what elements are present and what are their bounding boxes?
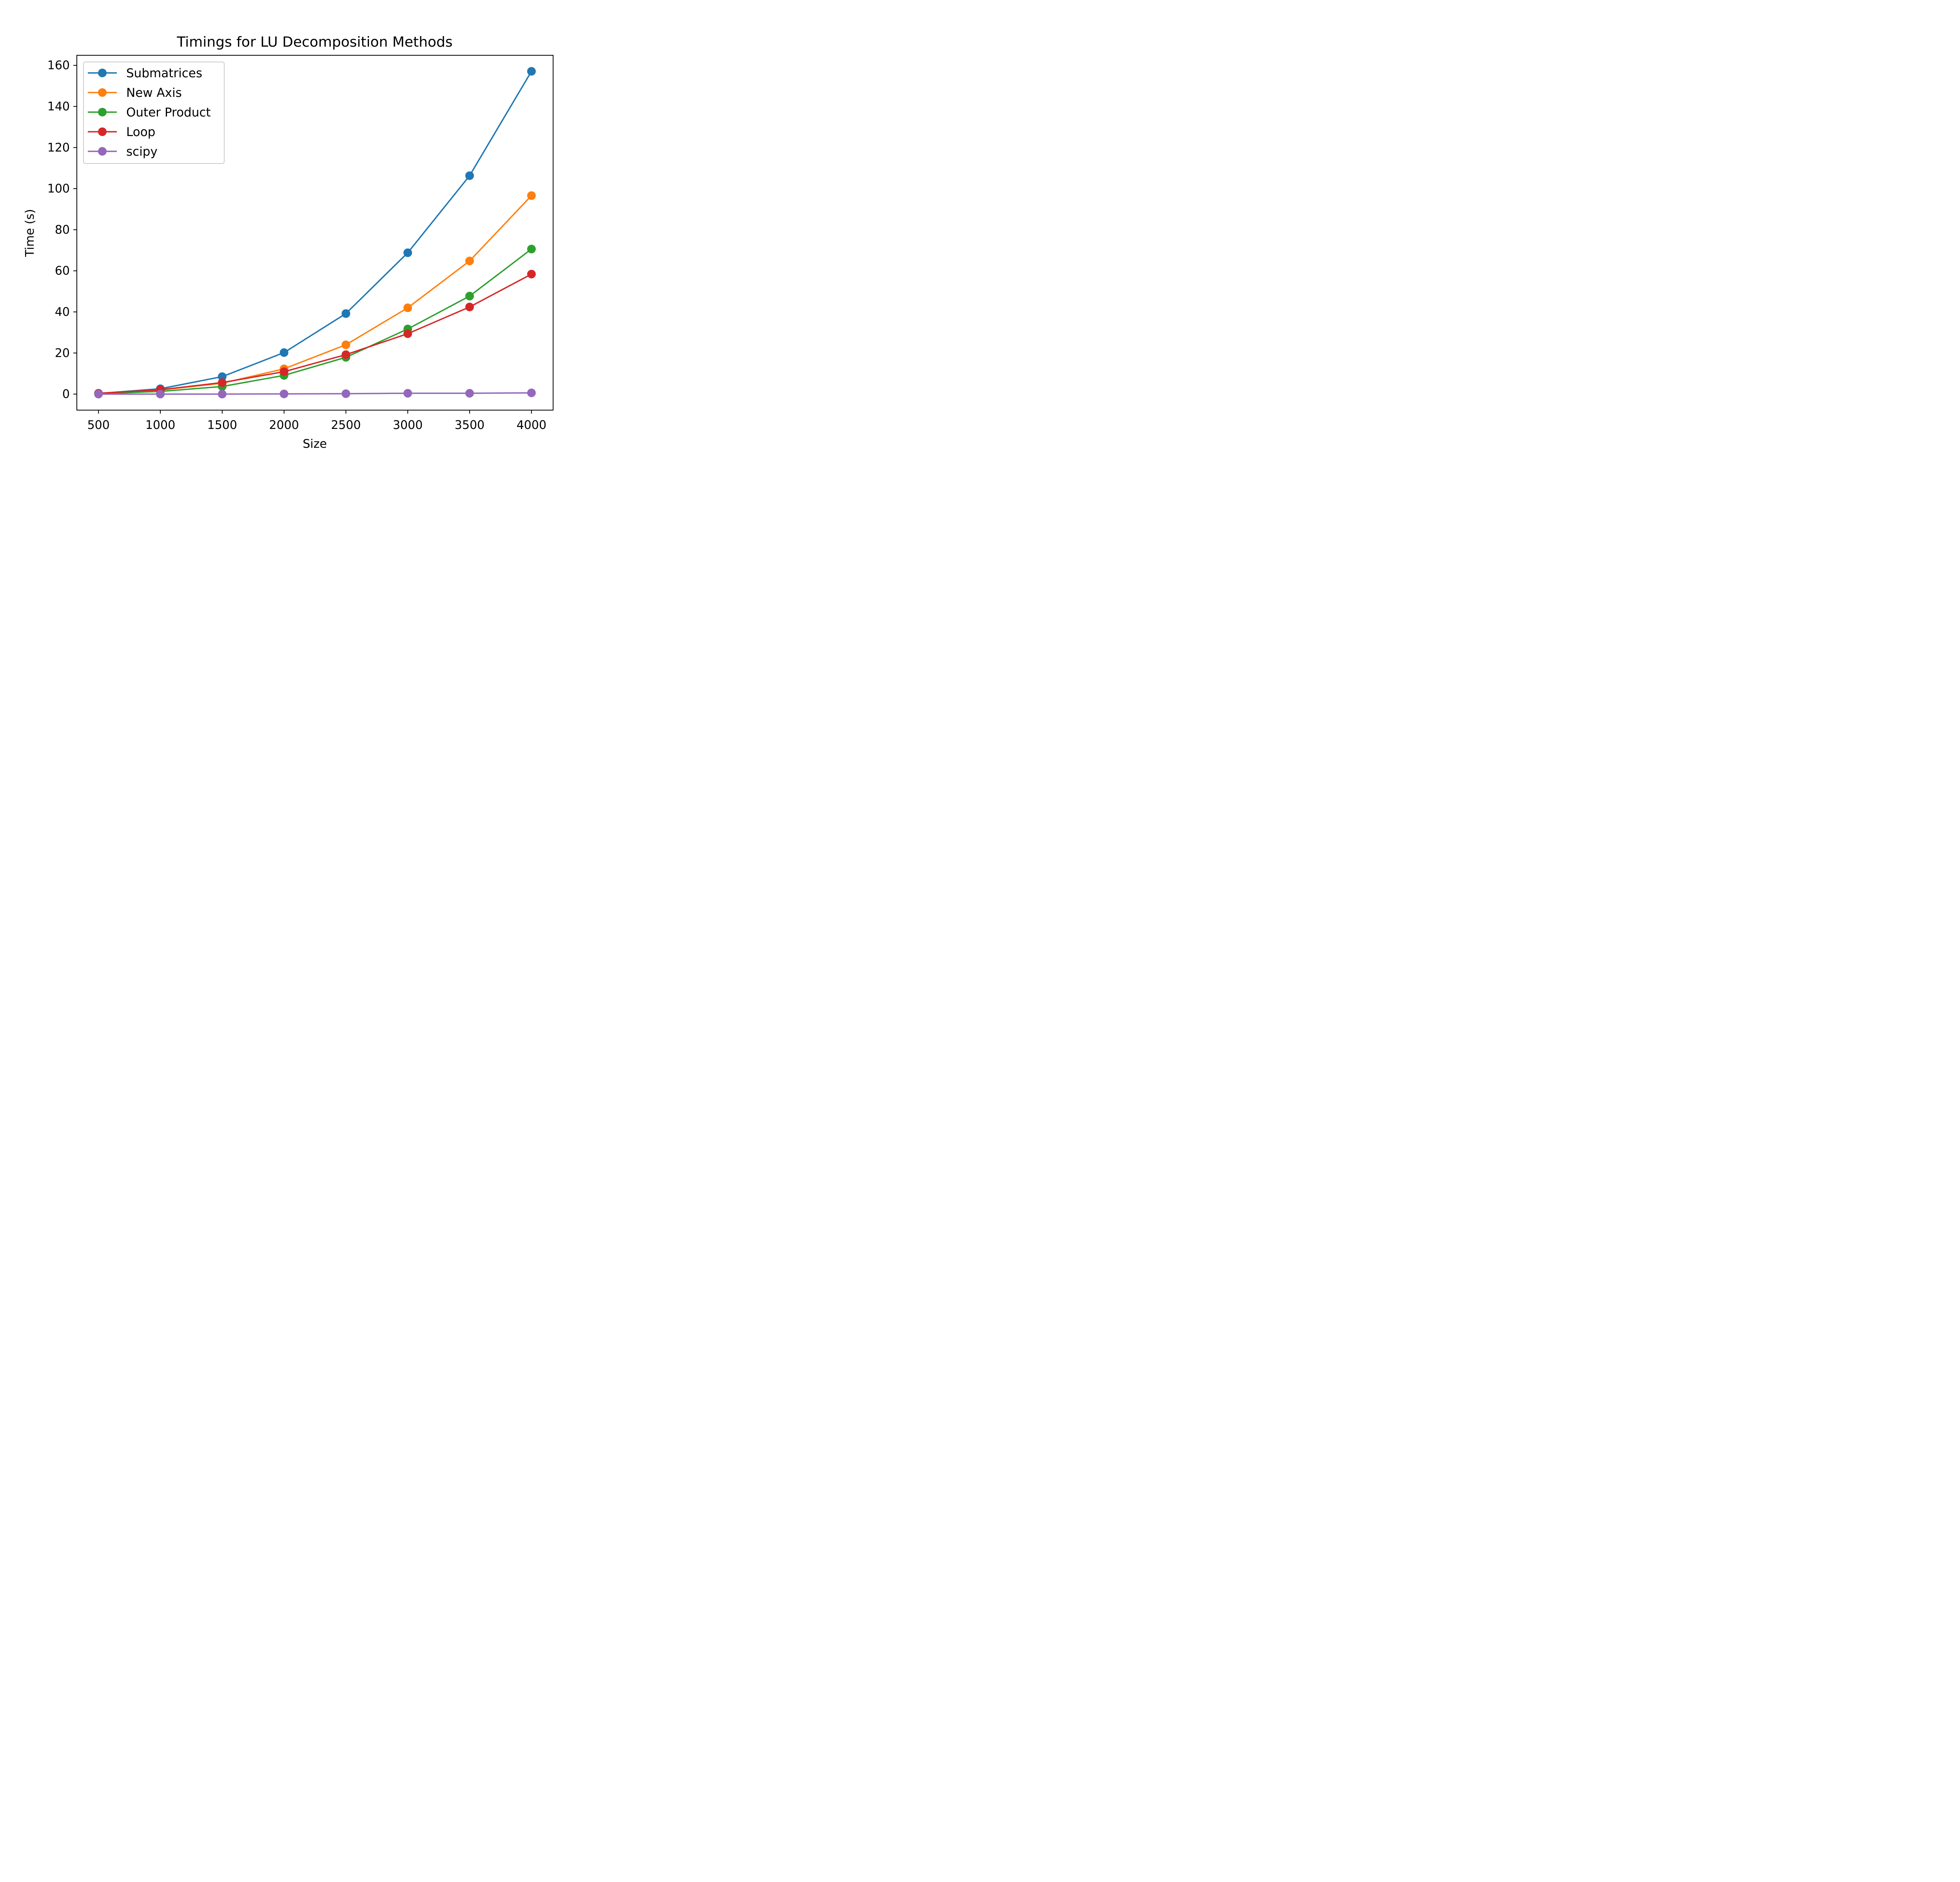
data-point-loop [341,350,350,359]
x-tick-label: 3000 [393,418,423,432]
line-chart-svg: Timings for LU Decomposition Methods 0 20… [0,0,606,454]
x-axis-label: Size [303,437,327,451]
y-tick-label: 20 [55,346,70,360]
data-point-submatrices [218,372,227,381]
series-line-loop [98,273,533,394]
x-tick-label: 2500 [331,418,361,432]
chart: Timings for LU Decomposition Methods 0 20… [0,0,606,454]
data-point-submatrices [403,248,412,257]
data-point-scipy [527,388,536,397]
data-point-submatrices [527,67,536,76]
legend-marker [98,69,107,77]
series-line-outer-product [98,248,533,394]
data-point-scipy [156,390,165,399]
data-point-scipy [218,390,227,399]
data-point-loop [465,302,474,311]
y-tick-label: 0 [62,387,70,401]
data-point-scipy [341,389,350,398]
y-tick-label: 60 [55,264,70,278]
chart-title: Timings for LU Decomposition Methods [176,34,452,50]
data-point-outer-product [527,245,536,254]
series-layer [94,67,536,399]
legend-label: Submatrices [126,66,202,80]
y-tick-label: 140 [47,100,70,113]
x-tick-label: 1500 [207,418,237,432]
data-point-loop [218,378,227,387]
data-point-scipy [403,389,412,398]
x-tick-label: 500 [87,418,110,432]
data-point-scipy [94,390,103,399]
legend-label: scipy [126,145,158,159]
x-tick-label: 1000 [145,418,175,432]
legend-label: Outer Product [126,105,211,120]
legend-item-loop: Loop [88,125,155,139]
legend-item-scipy: scipy [88,145,158,159]
y-axis-ticks: 0 20 40 60 80 100 120 140 160 [47,59,77,401]
data-point-outer-product [465,292,474,301]
legend-item-outer-product: Outer Product [88,105,211,120]
data-point-new-axis [465,256,474,265]
legend-label: Loop [126,125,155,139]
data-point-scipy [465,389,474,398]
legend-marker [98,127,107,136]
data-point-loop [527,270,536,279]
series-line-scipy [98,392,532,395]
data-point-submatrices [465,171,474,180]
data-point-submatrices [279,348,289,357]
legend-marker [98,147,107,156]
y-tick-label: 100 [47,182,70,196]
data-point-new-axis [527,191,536,200]
data-point-new-axis [403,303,412,312]
legend-marker [98,108,107,116]
plot-frame [76,55,554,411]
y-tick-label: 80 [55,223,70,237]
legend-box [83,62,225,164]
x-tick-label: 3500 [455,418,485,432]
y-axis-label: Time (s) [23,209,37,257]
data-point-loop [279,367,289,376]
legend-marker [98,88,107,97]
x-axis-ticks: 500 1000 1500 2000 2500 3000 3500 4000 [87,410,546,432]
series-line-submatrices [98,70,533,394]
y-tick-label: 40 [55,305,70,319]
legend-item-submatrices: Submatrices [88,66,202,80]
data-point-submatrices [341,309,350,318]
legend-label: New Axis [126,86,182,100]
legend-item-new-axis: New Axis [88,86,182,100]
data-point-new-axis [341,340,350,349]
y-tick-label: 160 [47,59,70,73]
series-scipy [94,388,536,399]
data-point-loop [403,329,412,338]
legend: Submatrices New Axis Outer Product Loop scip… [83,62,225,164]
x-tick-label: 4000 [517,418,546,432]
data-point-scipy [279,389,289,398]
x-tick-label: 2000 [269,418,299,432]
series-loop [94,270,536,398]
y-tick-label: 120 [47,141,70,154]
